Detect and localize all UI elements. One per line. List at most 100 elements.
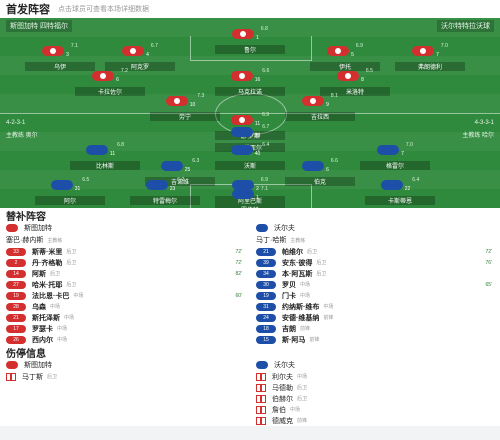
sub-row[interactable]: 34 本·阿瓦斯 后卫 (250, 268, 500, 279)
sub-row[interactable]: 39 安东·彼得 后卫 76' (250, 257, 500, 268)
away-player-10[interactable]: 226.4 卡斯蒂恩 (365, 177, 435, 205)
lineup-title: 首发阵容 (6, 4, 50, 16)
away-player-7[interactable]: 316.5 阿尔 (35, 177, 105, 205)
away-team-logo (256, 224, 268, 232)
player-badge (50, 180, 73, 190)
sub-row[interactable]: 17 罗瑟卡 中场 (0, 323, 250, 334)
player-badge (377, 145, 400, 155)
sub-row[interactable]: 31 约纳斯·维布 中场 (250, 301, 500, 312)
home-subs: 斯图加特 塞巴·赫内斯 主教练 33 斯蒂·米里 后卫 72' 2 丹·齐格勒 后卫 72' 14… (0, 222, 250, 345)
home-team-label: 斯图加特 四特福尔 (6, 20, 72, 32)
sub-time: 65' (485, 281, 492, 288)
home-player-4[interactable]: 56.9 伊托 (310, 43, 380, 71)
injury-row[interactable]: 马德勒 后卫 (250, 382, 500, 393)
home-player-8[interactable]: 86.5 米洛特 (320, 68, 390, 96)
away-player-5[interactable]: 256.3 吉诺维 (145, 158, 215, 186)
home-player-7[interactable]: 166.6 马克拉诺 (215, 68, 285, 96)
player-name: 罗伯特 (215, 205, 285, 208)
player-rating: 6.3 (192, 158, 200, 164)
sub-name: 哈米·托耶 (32, 281, 63, 289)
away-player-6[interactable]: 66.6 伯克 (285, 158, 355, 186)
player-rating: 6.6 (330, 158, 338, 164)
away-player-3[interactable]: 406.4 沃斯 (215, 142, 285, 170)
away-coach-row[interactable]: 马丁·哈斯 主教练 (250, 234, 500, 246)
sub-number: 31 (256, 302, 276, 311)
sub-name: 阿斯 (32, 270, 46, 278)
injuries-title: 伤停信息 (6, 348, 46, 360)
sub-time: 82' (235, 270, 242, 277)
away-subs-team: 沃尔夫 (250, 222, 500, 234)
lineup-header: 首发阵容 点击球员可查看本场详细数据 (0, 0, 500, 18)
player-number: 6 (116, 77, 119, 83)
home-player-2[interactable]: 37.1 乌伊 (25, 43, 95, 71)
injury-position: 后卫 (297, 396, 308, 402)
injury-row[interactable]: 利尔夫 中场 (250, 371, 500, 382)
sub-row[interactable]: 15 斯·阿马 前锋 (250, 334, 500, 345)
home-player-3[interactable]: 46.7 阿克罗 (105, 43, 175, 71)
sub-row[interactable]: 27 哈米·托耶 后卫 (0, 279, 250, 290)
player-name: 格雷尔 (360, 161, 430, 170)
player-number: 7 (401, 151, 404, 157)
injury-cross-icon (256, 372, 266, 381)
sub-number: 28 (6, 302, 26, 311)
sub-row[interactable]: 33 斯蒂·米里 后卫 72' (0, 246, 250, 257)
sub-row[interactable]: 18 吉朗 前锋 (250, 323, 500, 334)
player-number: 40 (254, 151, 261, 157)
player-rating: 6.4 (262, 142, 270, 148)
sub-name: 门卡 (282, 292, 296, 300)
away-player-2[interactable]: 116.8 比林斯 (70, 142, 140, 170)
player-rating: 6.5 (82, 177, 90, 183)
away-player-9[interactable]: 26.9 阿里巴斯 (215, 177, 285, 205)
player-badge (302, 161, 325, 171)
player-name: 卡拉佐尔 (75, 87, 145, 96)
sub-number: 26 (6, 335, 26, 344)
sub-position: 中场 (300, 293, 311, 299)
sub-number: 21 (6, 313, 26, 322)
home-player-10[interactable]: 98.1 吉拉西 (285, 93, 355, 121)
sub-name: 安德·维基纳 (282, 314, 320, 322)
injury-cross-icon (256, 394, 266, 403)
sub-row[interactable]: 21 帕维尔 后卫 72' (250, 246, 500, 257)
sub-row[interactable]: 19 法比恩·卡巴 中场 60' (0, 290, 250, 301)
sub-row[interactable]: 24 安德·维基纳 前锋 (250, 312, 500, 323)
injury-row[interactable]: 伯赫尔 后卫 (250, 393, 500, 404)
sub-name: 西内尔 (32, 336, 53, 344)
injury-row[interactable]: 马丁斯 后卫 (0, 371, 250, 382)
home-player-5[interactable]: 77.0 弗朗德利 (395, 43, 465, 71)
home-player-1[interactable]: 16.8 鲁尔 (215, 26, 285, 54)
player-number: 1 (256, 35, 259, 41)
injury-name: 德威克 (272, 417, 293, 425)
home-injury-team: 斯图加特 (0, 359, 250, 371)
home-coach-row[interactable]: 塞巴·赫内斯 主教练 (0, 234, 250, 246)
sub-row[interactable]: 26 西内尔 中场 (0, 334, 250, 345)
sub-position: 中场 (300, 282, 311, 288)
sub-row[interactable]: 21 斯托泽斯 中场 (0, 312, 250, 323)
sub-row[interactable]: 19 门卡 中场 (250, 290, 500, 301)
sub-name: 丹·齐格勒 (32, 259, 63, 267)
player-name: 鲁尔 (215, 45, 285, 54)
home-player-9[interactable]: 107.3 劳宁 (150, 93, 220, 121)
sub-position: 前锋 (323, 315, 334, 321)
away-player-8[interactable]: 236.2 特雷梅尔 (130, 177, 200, 205)
player-name: 卡斯蒂恩 (365, 196, 435, 205)
injury-cross-icon (256, 416, 266, 425)
home-player-6[interactable]: 67.2 卡拉佐尔 (75, 68, 145, 96)
sub-number: 34 (256, 269, 276, 278)
home-coach: 主教练 奥尔 (6, 133, 38, 139)
sub-position: 中场 (73, 293, 84, 299)
player-name: 米洛特 (320, 87, 390, 96)
away-player-11[interactable]: 17.1 罗伯特 (215, 186, 285, 208)
away-formation: 4-3-3-1 (474, 120, 494, 126)
away-player-4[interactable]: 77.0 格雷尔 (360, 142, 430, 170)
injury-row[interactable]: 詹伯 中场 (250, 404, 500, 415)
sub-row[interactable]: 28 乌森 中场 (0, 301, 250, 312)
injury-row[interactable]: 德威克 前锋 (250, 415, 500, 426)
sub-row[interactable]: 30 罗贝 中场 65' (250, 279, 500, 290)
sub-row[interactable]: 2 丹·齐格勒 后卫 72' (0, 257, 250, 268)
player-number: 20 (254, 133, 261, 139)
player-name: 阿克罗 (105, 62, 175, 71)
sub-row[interactable]: 14 阿斯 后卫 82' (0, 268, 250, 279)
sub-position: 后卫 (316, 260, 327, 266)
player-name: 吉诺维 (145, 177, 215, 186)
injury-cross-icon (256, 405, 266, 414)
